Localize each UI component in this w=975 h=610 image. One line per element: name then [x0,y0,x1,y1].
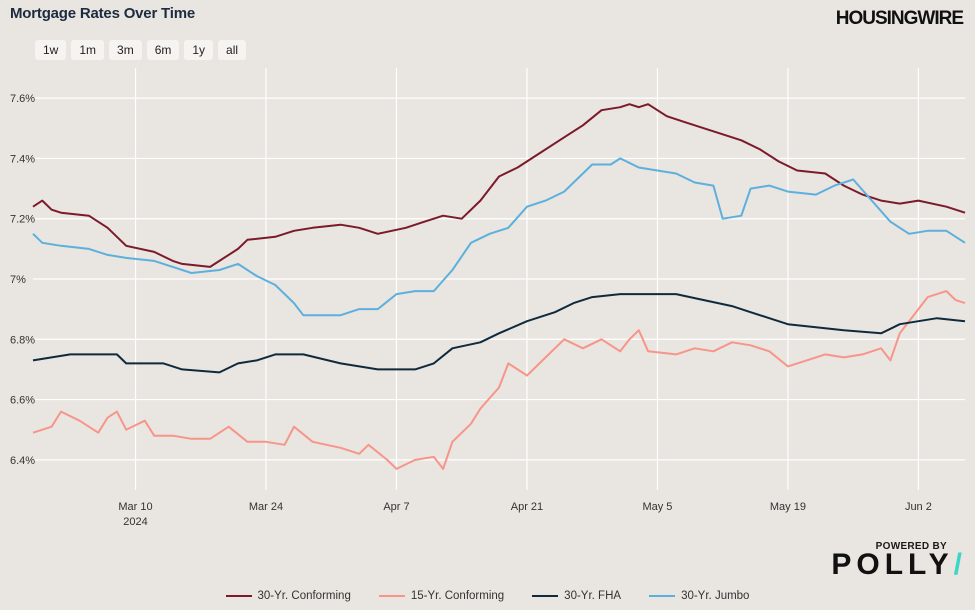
range-button-1w[interactable]: 1w [35,40,67,60]
y-tick-label: 6.4% [10,455,35,467]
y-tick-label: 6.8% [10,334,35,346]
series-line-3 [32,157,966,317]
legend-swatch [532,595,559,597]
legend-label: 15-Yr. Conforming [410,590,505,602]
legend-label: 30-Yr. FHA [564,590,622,602]
x-tick-label: Mar 10 [118,501,152,513]
powered-by-label: POWERED BY [875,541,947,552]
y-tick-label: 6.6% [10,395,35,407]
x-axis-ticks: Mar 10 2024 Mar 24 Apr 7 Apr 21 May 5 May 19 Ju… [118,501,931,528]
legend-swatch [649,595,676,597]
legend-label: 30-Yr. Conforming [257,590,351,602]
y-tick-label: 7.2% [10,214,35,226]
x-tick-label: May 5 [642,501,672,513]
range-button-6m[interactable]: 6m [146,40,180,60]
series-line-0 [32,103,966,268]
x-tick-label: Jun 2 [905,501,932,513]
x-tick-label: Mar 24 [249,501,283,513]
y-tick-label: 7% [10,274,26,286]
y-tick-label: 7.4% [10,153,35,165]
x-tick-label: Apr 21 [511,501,543,513]
legend-label: 30-Yr. Jumbo [681,590,750,602]
legend-swatch [225,595,252,597]
polly-logo: POLLY/ [831,548,967,582]
legend-item-30yr-fha[interactable]: 30-Yr. FHA [532,590,621,602]
range-selector: 1w 1m 3m 6m 1y all [35,40,247,60]
chart-legend: 30-Yr. Conforming 15-Yr. Conforming 30-Y… [0,590,975,602]
chart-title: Mortgage Rates Over Time [10,5,195,22]
legend-item-15yr-conforming[interactable]: 15-Yr. Conforming [378,590,505,602]
series-line-1 [32,290,966,470]
legend-item-30yr-jumbo[interactable]: 30-Yr. Jumbo [649,590,749,602]
polly-logo-mark: / [953,548,967,581]
legend-item-30yr-conforming[interactable]: 30-Yr. Conforming [225,590,351,602]
range-button-1y[interactable]: 1y [184,40,214,60]
polly-logo-text: POLLY [831,548,954,581]
legend-swatch [378,595,405,597]
y-tick-label: 7.6% [10,93,35,105]
x-tick-sublabel: 2024 [123,516,147,528]
x-tick-label: May 19 [770,501,806,513]
x-tick-label: Apr 7 [383,501,409,513]
housingwire-logo: HOUSINGWIRE [835,8,964,29]
y-axis-ticks: 6.4% 6.6% 6.8% 7% 7.2% 7.4% 7.6% [10,93,35,467]
series-line-2 [32,293,966,374]
range-button-3m[interactable]: 3m [109,40,142,60]
grid-lines [33,68,965,490]
range-button-all[interactable]: all [218,40,247,60]
series-lines [32,103,966,470]
range-button-1m[interactable]: 1m [71,40,105,60]
